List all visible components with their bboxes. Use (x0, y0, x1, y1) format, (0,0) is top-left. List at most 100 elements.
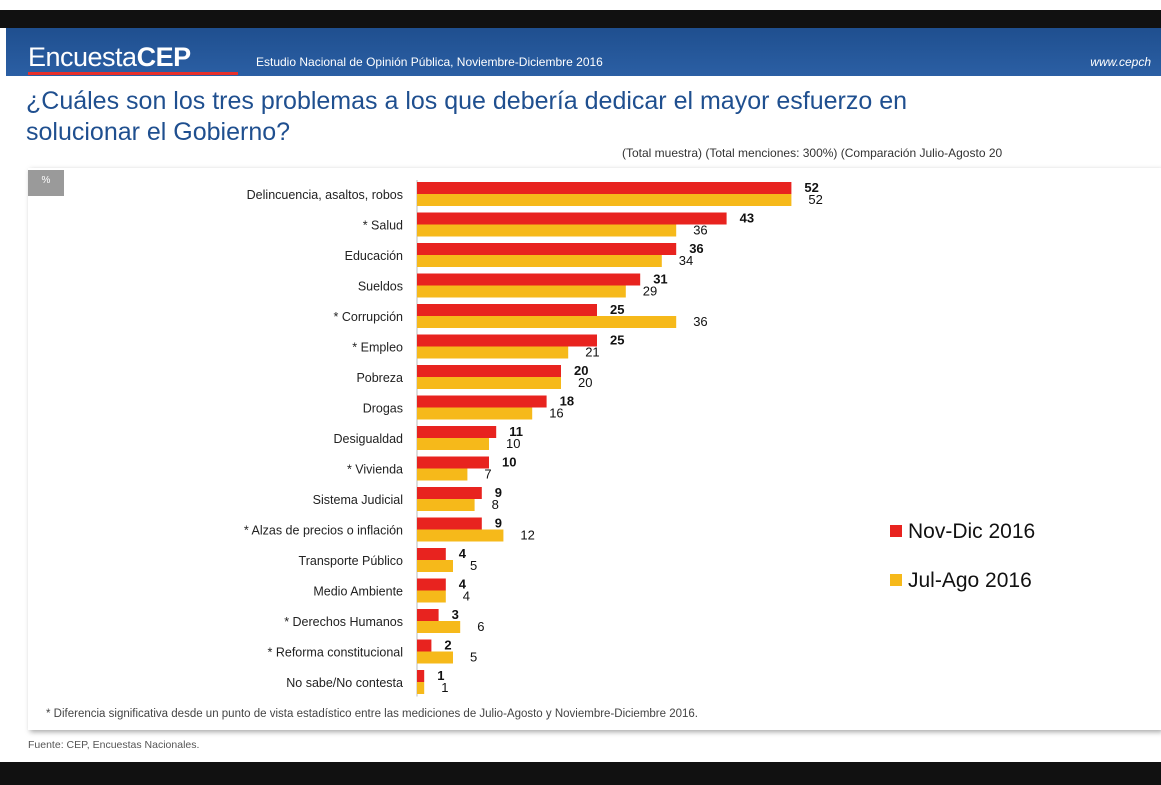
value-label-jul-ago: 52 (808, 192, 822, 207)
category-label: No sabe/No contesta (286, 676, 403, 690)
legend-item-jul-ago: Jul-Ago 2016 (890, 569, 1032, 593)
website-url[interactable]: www.cepch (1090, 55, 1151, 69)
bar-nov-dic (417, 395, 547, 408)
brand-underline (28, 72, 238, 75)
value-label-jul-ago: 5 (470, 650, 477, 665)
bar-jul-ago (417, 194, 792, 206)
value-label-nov-dic: 11 (509, 424, 523, 439)
bar-jul-ago (417, 499, 475, 511)
category-label: * Corrupción (334, 310, 404, 324)
category-label: * Vivienda (347, 463, 403, 477)
bar-jul-ago (417, 316, 677, 328)
value-label-jul-ago: 7 (484, 467, 491, 482)
value-label-jul-ago: 8 (492, 497, 499, 512)
category-label: * Empleo (352, 341, 403, 355)
bar-nov-dic (417, 426, 497, 438)
value-label-jul-ago: 36 (693, 314, 707, 329)
value-label-nov-dic: 4 (459, 546, 467, 561)
brand-logo: EncuestaCEP (28, 42, 191, 73)
bar-nov-dic (417, 212, 727, 225)
category-label: * Alzas de precios o inflación (244, 524, 403, 538)
category-label: Medio Ambiente (313, 585, 403, 599)
value-label-nov-dic: 25 (610, 302, 624, 317)
bar-jul-ago (417, 438, 489, 450)
bar-jul-ago (417, 682, 425, 694)
value-label-nov-dic: 10 (502, 455, 516, 470)
question-title: ¿Cuáles son los tres problemas a los que… (26, 86, 1146, 148)
survey-subtitle: Estudio Nacional de Opinión Pública, Nov… (256, 55, 603, 69)
value-label-jul-ago: 36 (693, 223, 707, 238)
bar-nov-dic (417, 273, 641, 286)
bar-nov-dic (417, 487, 482, 499)
category-label: * Derechos Humanos (284, 615, 403, 629)
bar-nov-dic (417, 304, 597, 316)
value-label-nov-dic: 3 (452, 607, 459, 622)
value-label-jul-ago: 6 (477, 619, 484, 634)
percent-badge: % (28, 170, 64, 196)
bottom-black-band (0, 762, 1161, 785)
value-label-nov-dic: 9 (495, 485, 502, 500)
category-label: Sistema Judicial (313, 493, 403, 507)
value-label-jul-ago: 20 (578, 375, 592, 390)
value-label-jul-ago: 21 (585, 345, 599, 360)
bar-nov-dic (417, 243, 677, 255)
legend-swatch-nov-dic (890, 525, 902, 537)
bar-jul-ago (417, 285, 626, 298)
category-label: * Salud (363, 219, 403, 233)
category-label: Sueldos (358, 280, 403, 294)
category-label: Transporte Público (299, 554, 403, 568)
value-label-jul-ago: 29 (643, 284, 657, 299)
value-label-jul-ago: 34 (679, 253, 693, 268)
value-label-nov-dic: 1 (437, 668, 444, 683)
bar-jul-ago (417, 529, 504, 542)
category-label: Delincuencia, asaltos, robos (247, 188, 403, 202)
value-label-nov-dic: 9 (495, 516, 502, 531)
top-strip (0, 0, 1161, 10)
value-label-nov-dic: 25 (610, 333, 624, 348)
value-label-nov-dic: 52 (804, 180, 818, 195)
source-note: Fuente: CEP, Encuestas Nacionales. (28, 739, 200, 751)
sample-note: (Total muestra) (Total menciones: 300%) … (622, 146, 1003, 160)
bar-nov-dic (417, 639, 432, 652)
legend-swatch-jul-ago (890, 574, 902, 586)
bar-jul-ago (417, 621, 461, 633)
bar-jul-ago (417, 377, 561, 389)
value-label-nov-dic: 18 (560, 394, 574, 409)
footnote: * Diferencia significativa desde un punt… (46, 708, 699, 720)
bar-jul-ago (417, 407, 533, 420)
bar-nov-dic (417, 548, 446, 560)
legend-label-nov-dic: Nov-Dic 2016 (908, 520, 1036, 543)
header-bar: EncuestaCEP Estudio Nacional de Opinión … (6, 28, 1161, 76)
question-line-1: ¿Cuáles son los tres problemas a los que… (26, 87, 908, 115)
bar-nov-dic (417, 182, 792, 194)
value-label-nov-dic: 4 (459, 577, 467, 592)
category-label: Desigualdad (334, 432, 404, 446)
bar-nov-dic (417, 670, 425, 682)
legend-item-nov-dic: Nov-Dic 2016 (890, 520, 1035, 544)
value-label-jul-ago: 5 (470, 558, 477, 573)
category-label: Educación (345, 249, 403, 263)
value-label-jul-ago: 4 (463, 589, 470, 604)
brand-bold-text: CEP (136, 42, 192, 72)
value-label-nov-dic: 20 (574, 363, 588, 378)
bar-nov-dic (417, 578, 446, 591)
bar-jul-ago (417, 560, 453, 572)
bar-jul-ago (417, 224, 677, 237)
category-label: * Reforma constitucional (268, 646, 403, 660)
bar-jul-ago (417, 468, 468, 481)
bar-jul-ago (417, 651, 453, 664)
value-label-nov-dic: 31 (653, 272, 667, 287)
brand-light-text: Encuesta (28, 42, 137, 72)
question-line-2: solucionar el Gobierno? (26, 118, 291, 146)
value-label-jul-ago: 10 (506, 436, 520, 451)
bar-jul-ago (417, 590, 446, 603)
bar-jul-ago (417, 255, 662, 267)
top-black-band (0, 10, 1161, 28)
bar-nov-dic (417, 456, 489, 469)
category-label: Drogas (363, 402, 403, 416)
bar-nov-dic (417, 609, 439, 621)
value-label-nov-dic: 2 (444, 638, 451, 653)
value-label-nov-dic: 43 (740, 211, 754, 226)
value-label-jul-ago: 1 (441, 680, 448, 695)
